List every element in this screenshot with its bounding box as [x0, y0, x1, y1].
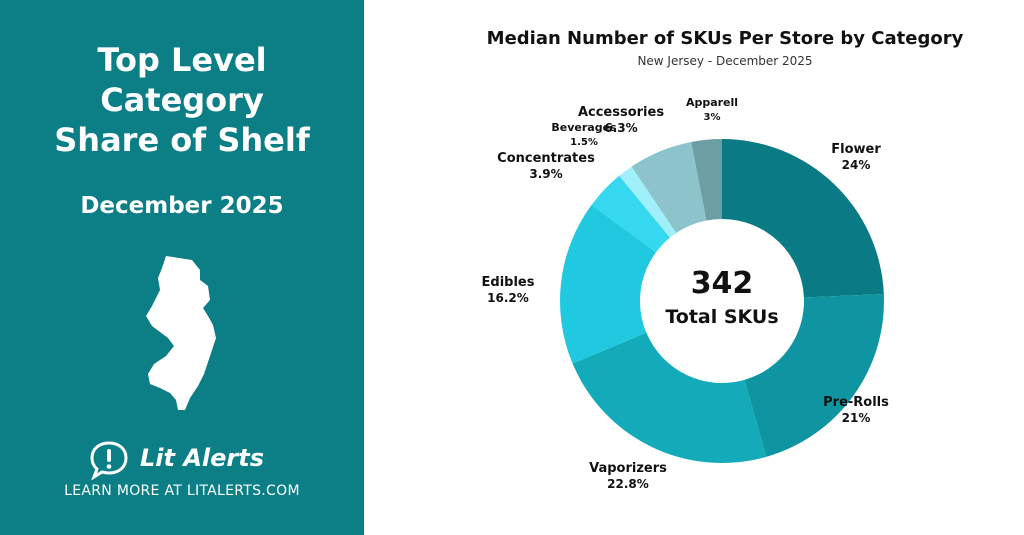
- panel-heading: Top Level Category Share of Shelf: [0, 40, 364, 160]
- brand-block: Lit Alerts: [0, 438, 364, 480]
- slice-edibles: [560, 204, 656, 364]
- slice-name-concentrates: Concentrates: [497, 151, 595, 166]
- slice-vaporizers: [572, 332, 767, 463]
- slice-label-accessories: 6.3%: [604, 121, 637, 135]
- slice-label-vaporizers: 22.8%: [607, 477, 649, 491]
- slice-label-flower: 24%: [842, 158, 871, 172]
- slice-accessories: [631, 141, 707, 233]
- slice-pre-rolls: [744, 294, 884, 457]
- chart-area: Median Number of SKUs Per Store by Categ…: [364, 0, 1024, 535]
- slice-beverages: [619, 166, 677, 238]
- slice-name-accessories: Accessories: [578, 105, 664, 120]
- slice-concentrates: [591, 175, 670, 253]
- center-total-value: 342: [691, 266, 754, 301]
- chart-subtitle: New Jersey - December 2025: [637, 54, 813, 68]
- slice-name-edibles: Edibles: [482, 275, 535, 290]
- slice-name-beverages: Beverages: [551, 121, 617, 134]
- heading-line-1: Top Level: [97, 41, 267, 79]
- heading-line-3: Share of Shelf: [54, 121, 310, 159]
- slice-name-pre-rolls: Pre-Rolls: [823, 395, 889, 410]
- slice-label-apparell: 3%: [704, 112, 721, 123]
- left-panel: Top Level Category Share of Shelf Decemb…: [0, 0, 364, 535]
- slice-label-beverages: 1.5%: [570, 137, 598, 148]
- learn-more-link[interactable]: LEARN MORE AT LITALERTS.COM: [64, 483, 300, 499]
- panel-date: December 2025: [80, 193, 284, 219]
- heading-line-2: Category: [100, 81, 264, 119]
- alert-speech-bubble-icon: [90, 441, 128, 480]
- chart-title: Median Number of SKUs Per Store by Categ…: [486, 28, 964, 49]
- slice-name-vaporizers: Vaporizers: [589, 461, 667, 476]
- slice-apparell: [691, 139, 722, 221]
- slice-label-pre-rolls: 21%: [842, 411, 871, 425]
- donut-hole: [641, 220, 803, 382]
- slice-name-flower: Flower: [831, 142, 881, 157]
- slice-name-apparell: Apparell: [686, 96, 738, 109]
- brand-name: Lit Alerts: [140, 444, 265, 472]
- slice-label-edibles: 16.2%: [487, 291, 529, 305]
- slice-flower: [722, 139, 884, 298]
- slice-label-concentrates: 3.9%: [529, 167, 562, 181]
- new-jersey-state-icon: [146, 256, 216, 410]
- center-total-label: Total SKUs: [665, 306, 778, 328]
